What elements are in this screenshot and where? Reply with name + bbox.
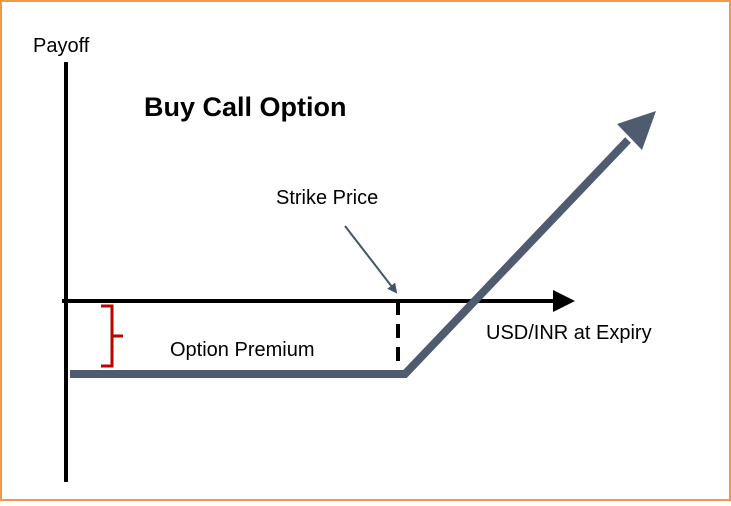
payoff-arrowhead xyxy=(617,111,656,150)
premium-label: Option Premium xyxy=(170,339,315,361)
strike-label: Strike Price xyxy=(276,187,378,209)
title: Buy Call Option xyxy=(144,92,347,122)
strike-pointer xyxy=(344,225,398,294)
premium-bracket xyxy=(101,304,123,368)
payoff-line xyxy=(70,137,631,378)
y-axis-label: Payoff xyxy=(33,35,90,57)
x-axis-label: USD/INR at Expiry xyxy=(486,322,652,344)
x-axis-arrowhead xyxy=(553,290,575,312)
